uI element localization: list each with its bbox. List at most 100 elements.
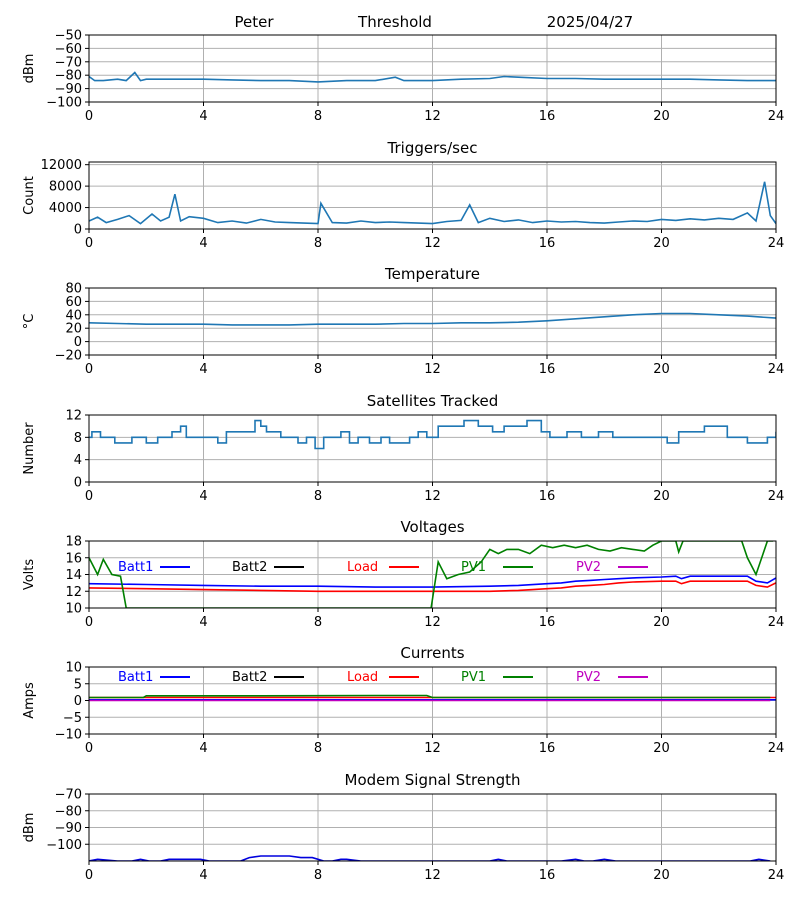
x-tick-label: 12 xyxy=(424,109,441,124)
chart-panel-2: 0 4 8 12 16 20 24 0 4000 8000 12000 Triggers/sec Cou… xyxy=(22,139,784,251)
y-tick-label: −80 xyxy=(55,69,82,84)
x-tick-label: 4 xyxy=(199,615,207,630)
x-tick-label: 8 xyxy=(314,741,322,756)
y-tick-label: −90 xyxy=(55,82,82,97)
x-tick-label: 16 xyxy=(539,868,556,883)
series-line xyxy=(89,181,776,225)
series-line-pv1 xyxy=(89,694,771,699)
legend-label: PV2 xyxy=(576,670,601,685)
y-tick-label: −70 xyxy=(55,788,82,803)
series-line-batt1 xyxy=(89,575,776,588)
x-tick-label: 20 xyxy=(653,489,670,504)
y-tick-label: 4000 xyxy=(49,201,82,216)
y-tick-label: −70 xyxy=(55,55,82,70)
x-tick-label: 0 xyxy=(85,362,93,377)
y-tick-label: 20 xyxy=(65,322,82,337)
y-tick-label: −5 xyxy=(63,711,82,726)
legend-label: Load xyxy=(347,670,378,685)
legend-label: Batt2 xyxy=(232,560,267,575)
legend-label: Load xyxy=(347,560,378,575)
legend-label: Batt1 xyxy=(118,670,153,685)
chart-title: Currents xyxy=(400,644,464,662)
y-tick-label: 5 xyxy=(74,677,82,692)
series-line-pv1 xyxy=(89,541,774,608)
series-line xyxy=(89,312,776,326)
legend-label: PV1 xyxy=(461,560,486,575)
y-tick-label: 10 xyxy=(65,661,82,676)
y-tick-label: 16 xyxy=(65,551,82,566)
x-tick-label: 16 xyxy=(539,489,556,504)
x-tick-label: 0 xyxy=(85,236,93,251)
y-tick-label: −100 xyxy=(46,838,82,853)
y-tick-label: 10 xyxy=(65,602,82,617)
y-axis-label: Amps xyxy=(22,682,37,719)
x-tick-label: 24 xyxy=(768,109,785,124)
x-tick-label: 8 xyxy=(314,362,322,377)
y-axis-label: dBm xyxy=(22,54,37,84)
series-line xyxy=(89,71,776,83)
x-tick-label: 12 xyxy=(424,236,441,251)
y-tick-label: 0 xyxy=(74,694,82,709)
y-axis-label: dBm xyxy=(22,813,37,843)
x-tick-label: 0 xyxy=(85,489,93,504)
x-tick-label: 12 xyxy=(424,615,441,630)
x-tick-label: 4 xyxy=(199,109,207,124)
y-tick-label: 12 xyxy=(65,585,82,600)
series-line xyxy=(89,855,771,861)
x-tick-label: 0 xyxy=(85,868,93,883)
x-tick-label: 12 xyxy=(424,362,441,377)
x-tick-label: 16 xyxy=(539,109,556,124)
x-tick-label: 20 xyxy=(653,362,670,377)
chart-title: Temperature xyxy=(384,265,480,283)
x-tick-label: 24 xyxy=(768,615,785,630)
header-station: Peter xyxy=(234,13,274,31)
header-mode: Threshold xyxy=(357,13,432,31)
x-tick-label: 4 xyxy=(199,868,207,883)
y-tick-label: 12 xyxy=(65,409,82,424)
x-tick-label: 8 xyxy=(314,615,322,630)
chart-panel-4: 0 4 8 12 16 20 24 0 4 8 12 Satellites Tracked Number xyxy=(22,392,784,504)
x-tick-label: 12 xyxy=(424,741,441,756)
x-tick-label: 16 xyxy=(539,362,556,377)
x-tick-label: 20 xyxy=(653,615,670,630)
legend-label: Batt1 xyxy=(118,560,153,575)
x-tick-label: 4 xyxy=(199,362,207,377)
y-tick-label: 0 xyxy=(74,223,82,238)
x-tick-label: 4 xyxy=(199,236,207,251)
y-tick-label: −80 xyxy=(55,804,82,819)
series-line-load xyxy=(89,580,776,593)
x-tick-label: 8 xyxy=(314,236,322,251)
y-axis-label: °C xyxy=(22,314,37,330)
x-tick-label: 8 xyxy=(314,109,322,124)
x-tick-label: 16 xyxy=(539,236,556,251)
x-tick-label: 20 xyxy=(653,741,670,756)
x-tick-label: 12 xyxy=(424,868,441,883)
y-tick-label: −10 xyxy=(55,728,82,743)
chart-panel-7: 0 4 8 12 16 20 24 −100 −90 −80−70 Modem Signal Str… xyxy=(22,771,784,883)
y-tick-label: 14 xyxy=(65,568,82,583)
y-tick-label: 8 xyxy=(74,431,82,446)
legend-label: PV2 xyxy=(576,560,601,575)
x-tick-label: 8 xyxy=(314,868,322,883)
x-tick-label: 16 xyxy=(539,615,556,630)
chart-title: Triggers/sec xyxy=(387,139,478,157)
chart-panel-1: 0 4 8 12 16 20 24 −100−90−80−70−60−50 dBm xyxy=(22,29,784,125)
y-tick-label: −20 xyxy=(55,349,82,364)
x-tick-label: 16 xyxy=(539,741,556,756)
x-tick-label: 4 xyxy=(199,489,207,504)
x-tick-label: 24 xyxy=(768,741,785,756)
x-tick-label: 12 xyxy=(424,489,441,504)
y-tick-label: 12000 xyxy=(41,158,82,173)
y-tick-label: −50 xyxy=(55,29,82,44)
chart-title: Voltages xyxy=(400,518,464,536)
x-tick-label: 0 xyxy=(85,741,93,756)
x-tick-label: 0 xyxy=(85,615,93,630)
legend-label: PV1 xyxy=(461,670,486,685)
y-axis-label: Count xyxy=(22,176,37,215)
series-line xyxy=(89,419,776,450)
header-date: 2025/04/27 xyxy=(547,13,633,31)
y-tick-label: −90 xyxy=(55,821,82,836)
